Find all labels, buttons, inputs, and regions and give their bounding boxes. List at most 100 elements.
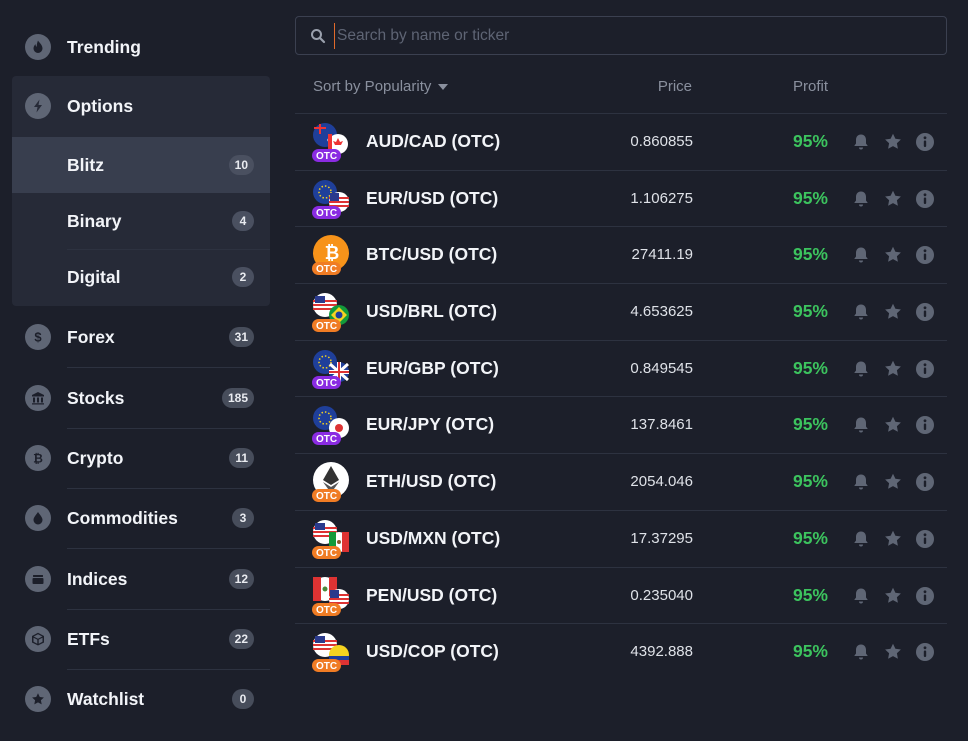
sidebar-item-etfs[interactable]: ETFs 22	[12, 609, 270, 669]
star-icon[interactable]	[883, 132, 903, 152]
asset-flag-icon: OTC	[312, 462, 349, 503]
asset-profit: 95%	[792, 131, 828, 151]
star-icon[interactable]	[883, 586, 903, 606]
info-icon[interactable]	[915, 132, 935, 152]
otc-badge-label: OTC	[316, 605, 337, 616]
asset-row[interactable]: OTC AUD/CAD (OTC) 0.860855 95%	[295, 113, 947, 170]
divider	[67, 367, 270, 368]
asset-row[interactable]: OTC USD/BRL (OTC) 4.653625 95%	[295, 283, 947, 340]
asset-row[interactable]: OTC ETH/USD (OTC) 2054.046 95%	[295, 453, 947, 510]
asset-name: EUR/GBP (OTC)	[366, 357, 499, 378]
asset-row[interactable]: OTC EUR/USD (OTC) 1.106275 95%	[295, 169, 947, 227]
asset-name: ETH/USD (OTC)	[366, 471, 497, 492]
asset-flag-icon: ₿OTC	[312, 235, 349, 276]
count-badge: 22	[228, 629, 254, 649]
count-badge: 11	[229, 448, 254, 468]
bell-icon[interactable]	[851, 245, 871, 265]
star-icon[interactable]	[883, 642, 903, 662]
asset-row[interactable]: ₿ OTC BTC/USD (OTC) 27411.19 95%	[295, 226, 947, 283]
info-icon[interactable]	[915, 472, 935, 492]
asset-price: 0.860855	[630, 133, 693, 150]
sidebar-item-options[interactable]: Options	[12, 76, 270, 136]
svg-text:₿: ₿	[33, 452, 43, 466]
sidebar-subitem-blitz[interactable]: Blitz 10	[12, 137, 270, 193]
info-icon[interactable]	[915, 415, 935, 435]
svg-text:₿: ₿	[325, 243, 340, 263]
sidebar-item-forex[interactable]: $ Forex 31	[12, 307, 270, 367]
star-icon[interactable]	[883, 529, 903, 549]
bell-icon[interactable]	[851, 529, 871, 549]
sidebar-subitem-digital[interactable]: Digital 2	[12, 249, 270, 305]
bell-icon[interactable]	[851, 586, 871, 606]
sidebar-item-label: Options	[67, 95, 134, 116]
asset-flag-icon: OTC	[312, 123, 348, 162]
count-badge: 2	[232, 267, 254, 287]
asset-profit: 95%	[792, 187, 828, 208]
info-icon[interactable]	[915, 586, 935, 606]
asset-price: 4392.888	[630, 643, 693, 661]
sort-dropdown[interactable]: Sort by Popularity	[313, 78, 449, 95]
sidebar-item-label: Blitz	[67, 154, 104, 175]
otc-badge	[312, 262, 341, 276]
search-icon	[311, 29, 326, 44]
otc-badge	[312, 205, 341, 219]
info-icon[interactable]	[915, 529, 935, 549]
info-icon[interactable]	[915, 302, 935, 322]
star-icon[interactable]	[883, 415, 903, 435]
info-icon[interactable]	[915, 642, 935, 662]
asset-profit: 95%	[792, 301, 828, 322]
asset-name: USD/COP (OTC)	[366, 641, 499, 662]
asset-row[interactable]: OTC EUR/GBP (OTC) 0.849545 95%	[295, 339, 947, 397]
count-badge: 31	[228, 327, 254, 347]
bell-icon[interactable]	[851, 472, 871, 492]
asset-row[interactable]: OTC USD/MXN (OTC) 17.37295 95%	[295, 509, 947, 567]
bell-icon[interactable]	[851, 642, 871, 662]
asset-row[interactable]: OTC EUR/JPY (OTC) 137.8461 95%	[295, 396, 947, 453]
asset-profit: 95%	[792, 414, 828, 435]
divider	[67, 669, 270, 670]
search-input[interactable]	[334, 23, 934, 49]
otc-badge-label: OTC	[316, 151, 337, 162]
asset-list: OTC AUD/CAD (OTC) 0.860855 95% OTC EUR/USD (O…	[295, 113, 947, 680]
otc-badge-label: OTC	[316, 491, 337, 502]
sidebar-subitem-binary[interactable]: Binary 4	[12, 193, 270, 249]
bell-icon[interactable]	[851, 132, 871, 152]
box-icon	[25, 626, 51, 652]
star-icon[interactable]	[883, 359, 903, 379]
sidebar-item-watchlist[interactable]: Watchlist 0	[12, 669, 270, 729]
sidebar-item-indices[interactable]: Indices 12	[12, 549, 270, 609]
star-icon[interactable]	[883, 302, 903, 322]
bell-icon[interactable]	[851, 359, 871, 379]
bell-icon[interactable]	[851, 302, 871, 322]
info-icon[interactable]	[915, 189, 935, 209]
otc-badge-label: OTC	[316, 434, 337, 445]
asset-price: 1.106275	[630, 189, 693, 207]
sidebar-item-trending[interactable]: Trending	[12, 17, 270, 77]
bell-icon[interactable]	[851, 415, 871, 435]
count-badge: 12	[228, 569, 254, 589]
sidebar-item-commodities[interactable]: Commodities 3	[12, 488, 270, 548]
sidebar-item-label: Indices	[67, 568, 128, 589]
profit-column-header: Profit	[792, 78, 828, 95]
otc-badge-label: OTC	[316, 264, 337, 275]
caret-down-icon	[438, 83, 449, 90]
asset-row[interactable]: OTC PEN/USD (OTC) 0.235040 95%	[295, 566, 947, 624]
asset-flag-icon: OTC	[312, 519, 349, 559]
sidebar-item-label: Stocks	[67, 387, 125, 408]
asset-price: 27411.19	[631, 246, 693, 264]
star-icon[interactable]	[883, 189, 903, 209]
sidebar-item-crypto[interactable]: ₿ Crypto 11	[12, 428, 270, 488]
info-icon[interactable]	[915, 245, 935, 265]
otc-badge	[312, 432, 341, 446]
asset-flag-icon: OTC	[312, 179, 349, 219]
asset-row[interactable]: OTC USD/COP (OTC) 4392.888 95%	[295, 623, 947, 680]
count-badge: 0	[232, 689, 254, 709]
info-icon[interactable]	[915, 359, 935, 379]
sidebar-item-stocks[interactable]: Stocks 185	[12, 368, 270, 428]
asset-name: PEN/USD (OTC)	[366, 584, 498, 605]
asset-name: EUR/USD (OTC)	[366, 187, 499, 208]
bell-icon[interactable]	[851, 189, 871, 209]
star-icon[interactable]	[883, 245, 903, 265]
options-group: Options Blitz 10 Binary 4 Digital 2	[12, 76, 270, 306]
star-icon[interactable]	[883, 472, 903, 492]
